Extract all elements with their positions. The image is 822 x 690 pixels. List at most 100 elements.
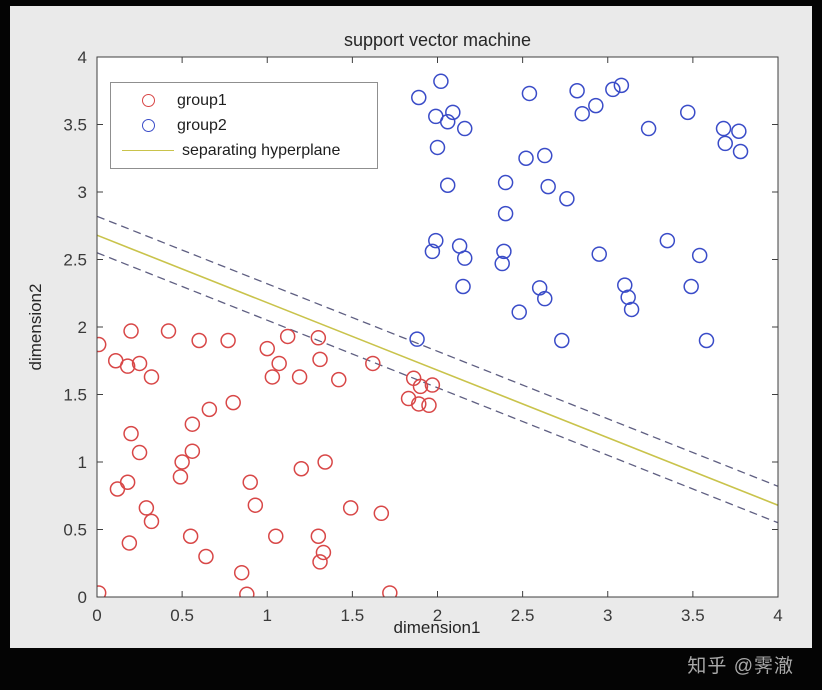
- group1-point: [382, 585, 398, 597]
- legend-label-hyperplane: separating hyperplane: [182, 141, 341, 159]
- group2-point: [617, 277, 633, 293]
- group1-point: [123, 425, 139, 442]
- margin-line: [97, 215, 778, 487]
- group1-point: [411, 396, 427, 412]
- y-tick-label: 4: [78, 48, 87, 67]
- group1-point: [220, 332, 236, 349]
- group2-point: [732, 143, 749, 160]
- x-tick-label: 4: [773, 606, 782, 625]
- group2-point: [691, 247, 708, 264]
- group1-point: [184, 443, 201, 459]
- y-tick-label: 3: [78, 183, 87, 202]
- group2-point: [715, 120, 732, 137]
- chart-title: support vector machine: [343, 30, 532, 50]
- group1-point: [242, 474, 258, 490]
- group2-point: [574, 105, 590, 122]
- group1-point: [424, 377, 441, 393]
- group1-point: [342, 500, 359, 516]
- group1-point: [310, 528, 327, 544]
- group2-point: [455, 278, 471, 295]
- hyperplane-line-icon: [122, 150, 174, 151]
- group1-point: [172, 469, 189, 485]
- group1-point: [182, 528, 199, 544]
- legend: group1 group2 separating hyperplane: [110, 82, 378, 169]
- y-tick-label: 1: [78, 453, 87, 472]
- group1-point: [131, 355, 148, 372]
- watermark: 知乎 @霁澈: [687, 656, 794, 677]
- group1-point: [268, 528, 284, 544]
- group1-point: [239, 586, 255, 597]
- group2-point: [698, 332, 715, 349]
- group2-point: [433, 73, 449, 90]
- figure-canvas: support vector machine dimension2 dimens…: [10, 6, 812, 648]
- x-tick-label: 1: [263, 606, 272, 625]
- x-tick-label: 2.5: [511, 606, 535, 625]
- group2-point: [439, 177, 456, 193]
- legend-item-group2: group2: [111, 113, 377, 138]
- group1-point: [143, 369, 160, 385]
- group1-marker-icon: [142, 94, 155, 107]
- group1-point: [264, 369, 281, 385]
- group2-point: [731, 123, 747, 139]
- group1-point: [143, 513, 160, 530]
- group1-point: [233, 564, 250, 581]
- group1-point: [198, 548, 214, 565]
- group1-point: [365, 355, 381, 372]
- group2-point: [439, 114, 456, 130]
- y-tick-label: 0: [78, 588, 87, 607]
- group1-point: [310, 330, 327, 346]
- group1-point: [293, 461, 310, 477]
- group2-point: [620, 289, 636, 306]
- group2-point: [540, 178, 556, 195]
- margin-line: [97, 252, 778, 524]
- group2-point: [497, 174, 514, 191]
- y-tick-label: 2: [78, 318, 87, 337]
- group2-point: [717, 135, 733, 152]
- group2-point: [521, 85, 538, 102]
- legend-label-group1: group1: [177, 91, 227, 109]
- group2-point: [429, 139, 446, 156]
- x-axis-label: dimension1: [393, 618, 481, 637]
- group1-point: [119, 474, 136, 490]
- group2-point: [683, 278, 699, 295]
- group1-point: [97, 585, 107, 597]
- x-tick-label: 2: [433, 606, 442, 625]
- group2-point: [554, 332, 570, 349]
- group1-point: [279, 328, 296, 345]
- group2-point: [588, 97, 604, 114]
- x-tick-label: 0: [92, 606, 101, 625]
- group1-point: [312, 554, 328, 570]
- group2-point: [613, 77, 630, 94]
- group1-point: [312, 351, 328, 368]
- group1-point: [160, 323, 177, 339]
- group1-point: [421, 397, 437, 414]
- y-tick-label: 1.5: [63, 386, 87, 405]
- group2-point: [494, 255, 510, 272]
- hyperplane-line: [97, 234, 778, 506]
- y-tick-label: 0.5: [63, 521, 87, 540]
- group2-point: [497, 205, 514, 222]
- group1-point: [412, 378, 429, 395]
- group1-point: [131, 444, 148, 461]
- group2-point: [559, 191, 575, 207]
- group1-point: [331, 371, 347, 388]
- group1-point: [271, 355, 287, 372]
- group2-point: [445, 104, 461, 121]
- group1-point: [184, 416, 201, 432]
- group2-point: [591, 246, 607, 262]
- group2-point: [411, 89, 427, 106]
- group1-point: [317, 454, 333, 470]
- group1-point: [97, 336, 107, 353]
- group2-point: [640, 120, 657, 137]
- y-tick-label: 2.5: [63, 251, 87, 270]
- group1-point: [138, 500, 155, 516]
- group2-point: [623, 301, 640, 318]
- group2-point: [409, 331, 425, 347]
- group2-point: [496, 243, 512, 260]
- legend-item-hyperplane: separating hyperplane: [111, 138, 377, 163]
- group2-marker-icon: [142, 119, 155, 132]
- group1-point: [174, 454, 190, 470]
- group2-point: [511, 304, 527, 320]
- group2-point: [456, 120, 473, 137]
- group1-point: [247, 497, 264, 513]
